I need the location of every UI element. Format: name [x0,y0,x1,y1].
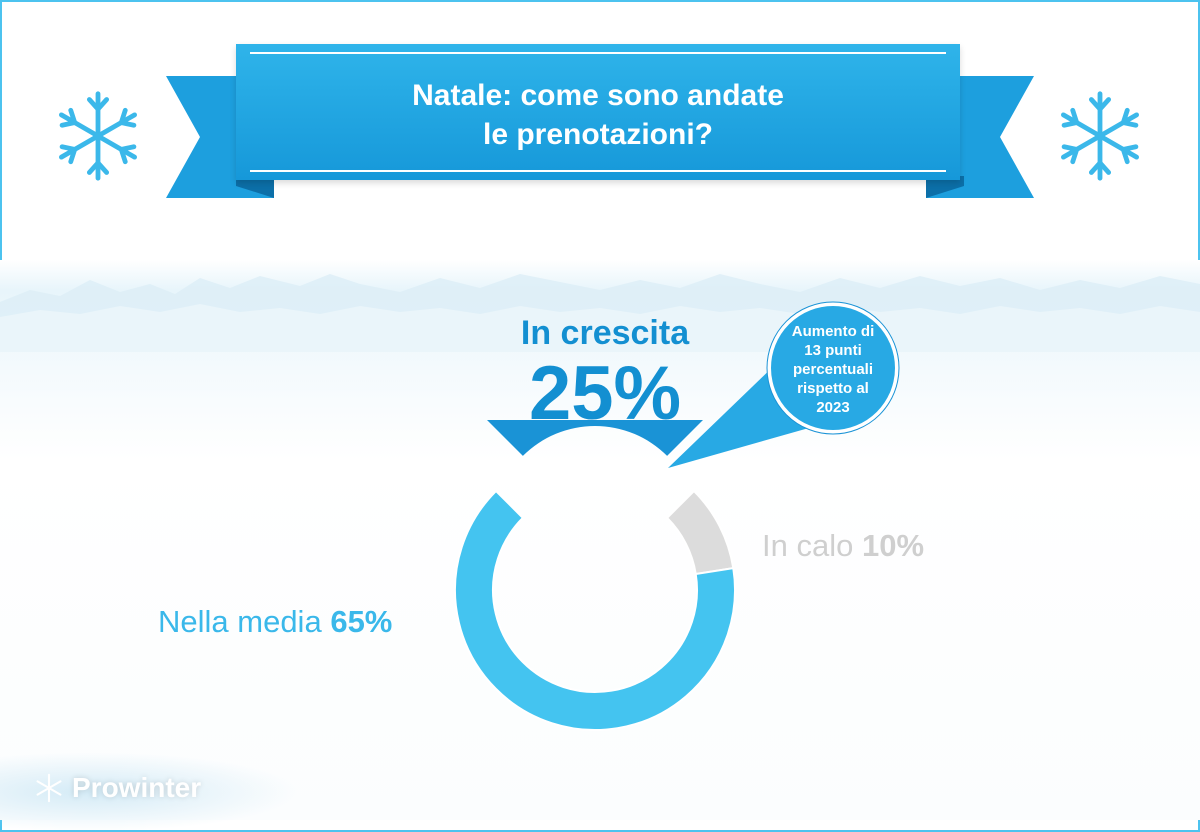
callout-bubble [668,301,900,468]
brand-name: Prowinter [72,772,202,803]
label-calo-percent: 10% [861,528,925,563]
ice-ridge [0,274,1200,352]
donut-slice-in-crescita [486,420,703,456]
callout-line-3: percentuali [792,361,874,378]
label-calo-category: In calo [762,528,854,563]
callout-line-4: rispetto al [797,380,869,397]
callout-line-1: Aumento di [791,323,875,340]
snowflake-icon [59,91,137,181]
label-nella-media: Nella media 65% [158,604,392,640]
title-line-2: le prenotazioni? [482,118,713,151]
callout-line-5: 2023 [816,399,850,416]
page-title: Natale: come sono andate le prenotazioni… [236,76,960,154]
label-calo: In calo 10% [762,528,924,564]
title-banner: Natale: come sono andate le prenotazioni… [236,44,960,180]
banner-line-top [250,52,946,54]
title-line-1: Natale: come sono andate [412,79,784,112]
banner-line-bottom [250,170,946,172]
snowflake-icon [1061,91,1139,181]
donut-slice-in-calo [665,489,735,576]
label-crescita-category: In crescita [520,314,690,352]
donut-slice-nella-media [454,489,736,731]
brand-logo: Prowinter [34,768,201,808]
label-media-percent: 65% [330,604,393,639]
callout-line-2: 13 punti [804,342,862,359]
label-media-category: Nella media [158,604,322,639]
donut-chart [454,420,736,731]
callout-text: Aumento di 13 punti percentuali rispetto… [772,322,894,417]
snowflake-icon [36,773,62,803]
